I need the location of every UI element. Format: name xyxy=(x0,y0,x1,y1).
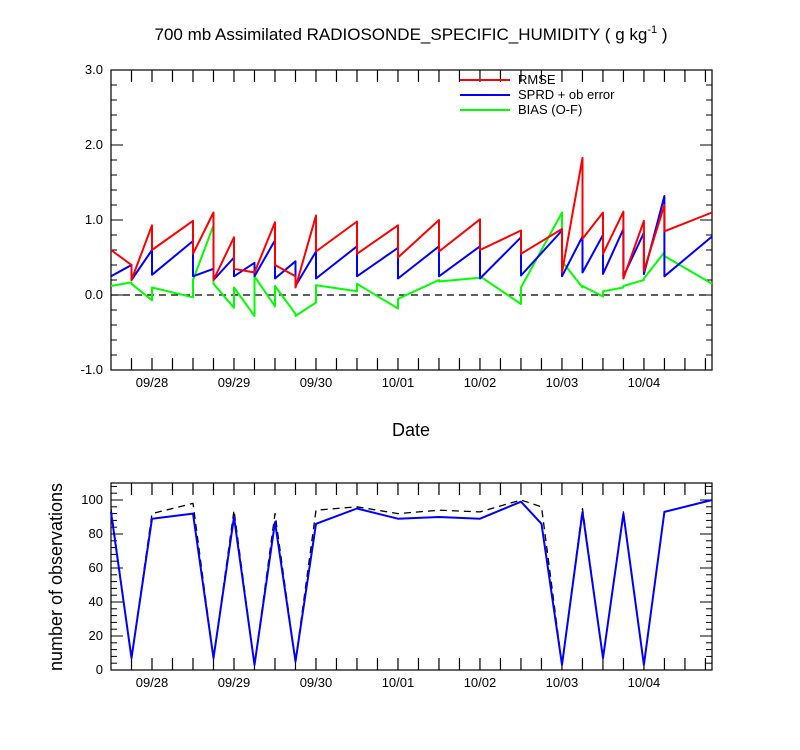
legend-entry: RMSE xyxy=(518,72,556,87)
y-tick-label: 100 xyxy=(81,492,103,507)
y-tick-label: 60 xyxy=(89,560,103,575)
x-tick-label: 10/02 xyxy=(464,675,497,690)
y-tick-label: 2.0 xyxy=(85,137,103,152)
bottom-axes: 09/28 09/29 09/30 10/01 10/02 10/03 10/04 0 20 40… xyxy=(81,482,713,690)
x-tick-label: 10/02 xyxy=(464,375,497,390)
x-tick-label: 10/01 xyxy=(382,675,415,690)
y-tick-label: 40 xyxy=(89,594,103,609)
x-tick-label: 10/03 xyxy=(546,375,579,390)
top-series-lines xyxy=(110,156,713,317)
x-tick-label: 09/30 xyxy=(300,375,333,390)
bottom-series-lines xyxy=(110,499,713,666)
x-tick-label: 10/01 xyxy=(382,375,415,390)
chart-title-end: ) xyxy=(657,25,667,44)
x-tick-label: 09/28 xyxy=(136,675,169,690)
x-tick-label: 10/04 xyxy=(628,375,661,390)
x-tick-label: 09/29 xyxy=(218,375,251,390)
x-tick-label: 09/28 xyxy=(136,375,169,390)
x-axis-title: Date xyxy=(392,420,430,440)
y-tick-label: 1.0 xyxy=(85,212,103,227)
x-tick-label: 10/03 xyxy=(546,675,579,690)
legend-entry: SPRD + ob error xyxy=(518,87,615,102)
series-line-obs-assimilated xyxy=(110,499,713,666)
y-tick-label: 0 xyxy=(96,662,103,677)
y-tick-label: 80 xyxy=(89,526,103,541)
y-tick-label: 20 xyxy=(89,628,103,643)
chart-title-superscript: -1 xyxy=(647,24,657,36)
x-tick-label: 09/30 xyxy=(300,675,333,690)
chart-title: 700 mb Assimilated RADIOSONDE_SPECIFIC_H… xyxy=(155,24,668,44)
plot-frame xyxy=(110,482,713,671)
series-line-obs-possible xyxy=(110,499,713,666)
observations-chart: 09/28 09/29 09/30 10/01 10/02 10/03 10/04 0 20 40… xyxy=(46,482,713,690)
humidity-chart: 700 mb Assimilated RADIOSONDE_SPECIFIC_H… xyxy=(81,24,713,440)
chart-title-main: 700 mb Assimilated RADIOSONDE_SPECIFIC_H… xyxy=(155,25,648,44)
plot-frame xyxy=(110,69,713,371)
legend-entry: BIAS (O-F) xyxy=(518,102,582,117)
series-line-sprd-ob-error xyxy=(110,195,713,287)
series-line-rmse xyxy=(110,156,713,289)
series-line-bias-o-f xyxy=(110,211,713,317)
x-tick-label: 09/29 xyxy=(218,675,251,690)
y-tick-label: 3.0 xyxy=(85,62,103,77)
y-tick-label: 0.0 xyxy=(85,287,103,302)
x-tick-label: 10/04 xyxy=(628,675,661,690)
y-tick-label: -1.0 xyxy=(81,362,103,377)
y-axis-title: number of observations xyxy=(46,483,66,671)
top-axes: 09/28 09/29 09/30 10/01 10/02 10/03 10/04 -1.0 0… xyxy=(81,62,713,390)
